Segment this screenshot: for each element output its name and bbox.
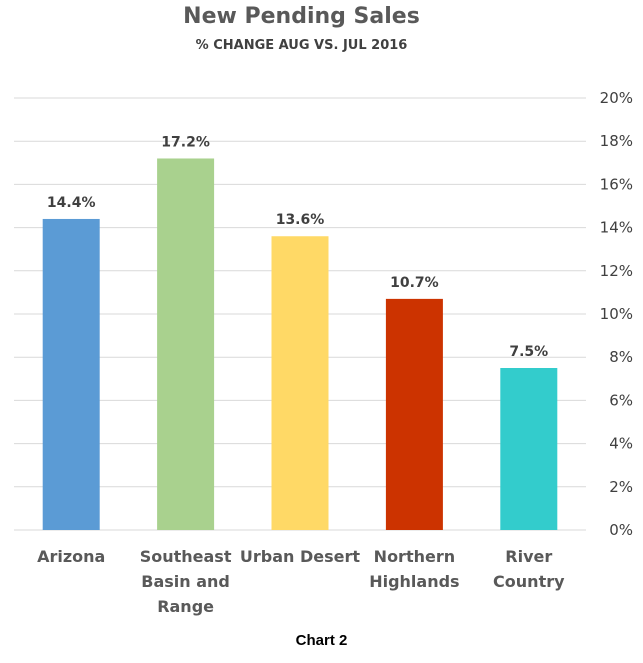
category-label: Northern Highlands <box>369 547 459 591</box>
x-axis-categories: Arizona Southeast Basin and Range Urban Dese… <box>37 547 565 616</box>
y-tick-label: 12% <box>600 262 633 280</box>
y-tick-label: 4% <box>609 435 633 453</box>
y-tick-label: 20% <box>600 89 633 107</box>
category-label: Urban Desert <box>240 547 360 566</box>
y-tick-label: 2% <box>609 478 633 496</box>
chart-title: New Pending Sales <box>183 4 420 29</box>
bar <box>271 236 329 531</box>
category-label: Southeast Basin and Range <box>140 547 232 616</box>
data-label: 10.7% <box>390 275 439 291</box>
bar <box>42 218 100 530</box>
bars <box>42 158 558 531</box>
y-tick-label: 10% <box>600 305 633 323</box>
chart-subtitle: % CHANGE AUG VS. JUL 2016 <box>195 38 408 53</box>
bar <box>385 298 443 530</box>
data-label: 14.4% <box>47 195 96 211</box>
y-tick-label: 18% <box>600 132 633 150</box>
data-label: 17.2% <box>161 134 210 150</box>
data-label: 7.5% <box>509 344 548 360</box>
y-tick-label: 0% <box>609 521 633 539</box>
category-label: River Country <box>493 547 565 591</box>
data-label: 13.6% <box>276 212 325 228</box>
y-tick-label: 8% <box>609 348 633 366</box>
data-labels: 14.4% 17.2% 13.6% 10.7% 7.5% <box>47 134 548 360</box>
bar <box>157 158 215 531</box>
chart-caption: Chart 2 <box>295 632 348 649</box>
y-tick-label: 6% <box>609 391 633 409</box>
bar <box>500 368 558 530</box>
y-tick-label: 16% <box>600 175 633 193</box>
category-label: Arizona <box>37 547 105 566</box>
y-tick-label: 14% <box>600 219 633 237</box>
y-axis-ticks: 0% 2% 4% 6% 8% 10% 12% 14% 16% 18% 20% <box>600 89 633 539</box>
